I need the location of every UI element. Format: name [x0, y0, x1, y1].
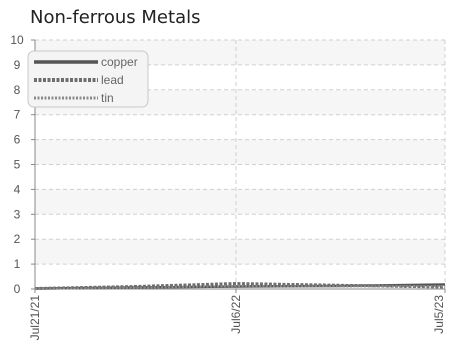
plot-band: [35, 239, 445, 265]
y-tick-label: 10: [10, 33, 24, 47]
legend-label-tin: tin: [101, 91, 114, 105]
legend-label-lead: lead: [101, 73, 124, 87]
x-tick-label: Jul21/21: [28, 295, 42, 341]
x-tick-label: Jul5/23: [432, 295, 446, 334]
plot-band: [35, 164, 445, 190]
y-tick-label: 2: [14, 232, 21, 246]
series-line-tin: [34, 285, 446, 290]
x-tick-label: Jul6/22: [229, 295, 243, 334]
y-tick-label: 5: [14, 158, 21, 172]
chart-title: Non-ferrous Metals: [30, 7, 201, 28]
plot-band: [35, 114, 445, 140]
y-tick-label: 0: [14, 282, 21, 296]
y-tick-label: 6: [14, 133, 21, 147]
plot-band: [35, 189, 445, 215]
series-line-lead: [34, 282, 446, 291]
y-tick-label: 9: [14, 58, 21, 72]
y-tick-label: 1: [14, 257, 21, 271]
plot-band: [35, 214, 445, 240]
y-tick-label: 7: [14, 108, 21, 122]
y-tick-label: 3: [14, 207, 21, 221]
y-tick-label: 8: [14, 83, 21, 97]
plot-band: [35, 139, 445, 165]
y-tick-label: 4: [14, 182, 21, 196]
legend-label-copper: copper: [101, 55, 138, 69]
